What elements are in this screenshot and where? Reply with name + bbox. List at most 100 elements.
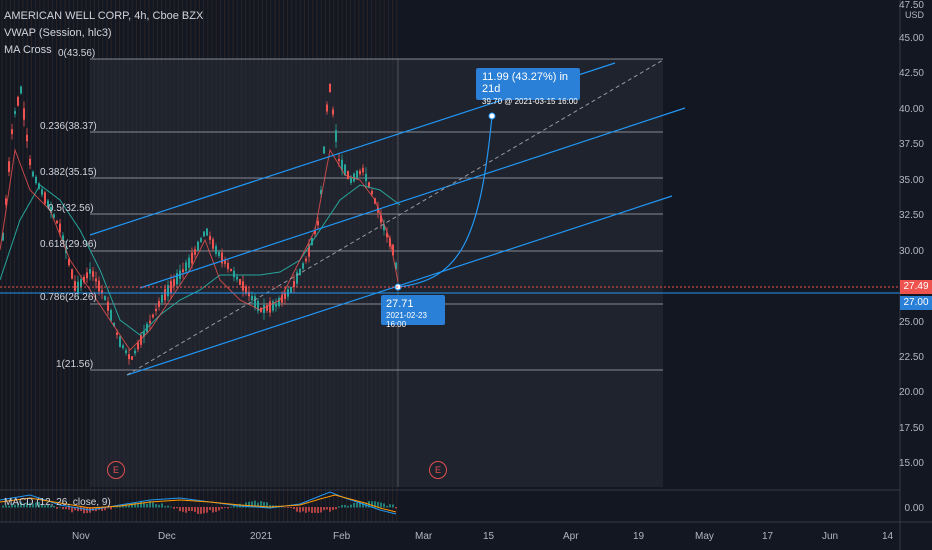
indicator-vwap[interactable]: VWAP (Session, hlc3) <box>4 27 112 39</box>
date-tick-apr: Apr <box>563 531 579 542</box>
candle-body <box>203 231 205 237</box>
candle-body <box>383 224 385 231</box>
candle-body <box>35 176 37 184</box>
price-tick-1750: 17.50 <box>898 423 924 434</box>
candle-body <box>326 104 328 112</box>
candle-body <box>215 246 217 254</box>
indicator-ma-cross[interactable]: MA Cross <box>4 44 52 56</box>
macd-bar <box>305 507 307 513</box>
projection-subline: 39.70 @ 2021-03-15 16:00 <box>482 97 578 106</box>
macd-bar <box>5 505 7 508</box>
candle-body <box>257 300 259 312</box>
macd-bar <box>263 502 265 508</box>
macd-bar <box>203 507 205 514</box>
macd-bar <box>179 507 181 512</box>
macd-bar <box>161 503 163 508</box>
candle-body <box>185 262 187 271</box>
candle-body <box>236 276 238 280</box>
macd-bar <box>143 502 145 508</box>
projection-curve[interactable] <box>397 115 493 288</box>
candle-body <box>344 164 346 176</box>
macd-bar <box>185 507 187 513</box>
macd-bar <box>116 505 118 508</box>
macd-bar <box>17 503 19 508</box>
candle-body <box>122 345 124 348</box>
macd-bar <box>380 502 382 508</box>
candle-body <box>380 215 382 223</box>
candle-body <box>5 198 7 205</box>
indicator-macd[interactable]: MACD (12, 26, close, 9) <box>4 497 111 508</box>
candle-body <box>116 332 118 335</box>
macd-bar <box>341 505 343 508</box>
candle-body <box>290 287 292 293</box>
fib-label-0: 0(43.56) <box>58 48 96 59</box>
macd-bar <box>62 507 64 510</box>
candle-body <box>80 279 82 288</box>
candle-body <box>200 238 202 242</box>
macd-bar <box>377 501 379 508</box>
macd-bar <box>92 507 94 511</box>
candle-body <box>359 170 361 175</box>
candle-body <box>320 189 322 195</box>
macd-bar <box>233 505 235 508</box>
candle-body <box>302 263 304 269</box>
macd-bar <box>290 507 292 509</box>
date-tick-jun: Jun <box>822 531 839 542</box>
candle-body <box>74 281 76 291</box>
candle-body <box>230 268 232 272</box>
macd-bar <box>317 507 319 513</box>
anchor-price: 27.71 <box>386 298 414 310</box>
candle-body <box>386 232 388 238</box>
macd-line <box>0 491 397 515</box>
candle-body <box>323 146 325 154</box>
macd-bar <box>137 503 139 508</box>
candle-body <box>137 342 139 350</box>
candle-body <box>305 258 307 262</box>
macd-bar <box>131 502 133 508</box>
candle-body <box>20 86 22 94</box>
macd-bar <box>227 507 229 509</box>
earnings-marker-nov[interactable]: E <box>107 461 125 479</box>
macd-bar <box>83 507 85 514</box>
macd-bar <box>107 507 109 509</box>
projection-target-point[interactable] <box>488 112 496 120</box>
price-tick-25: 25.00 <box>898 317 924 328</box>
date-tick-nov: Nov <box>72 531 90 542</box>
earnings-marker-mar[interactable]: E <box>429 461 447 479</box>
projection-callout[interactable]: 11.99 (43.27%) in 21d 39.70 @ 2021-03-15… <box>476 68 580 106</box>
macd-bar <box>134 502 136 508</box>
candle-body <box>167 285 169 297</box>
macd-bar <box>20 501 22 508</box>
macd-bar <box>191 507 193 512</box>
macd-bar <box>356 502 358 508</box>
price-tick-3750: 37.50 <box>898 139 924 150</box>
candle-body <box>113 322 115 327</box>
candle-body <box>119 336 121 347</box>
macd-bar <box>257 502 259 508</box>
currency-label[interactable]: USD <box>904 10 924 20</box>
macd-bar <box>344 504 346 508</box>
candle-body <box>101 290 103 294</box>
candle-body <box>83 276 85 282</box>
date-tick-feb: Feb <box>333 531 351 542</box>
symbol-title[interactable]: AMERICAN WELL CORP, 4h, Cboe BZX <box>4 10 204 22</box>
candle-body <box>131 356 133 360</box>
macd-bar <box>248 501 250 508</box>
candle-body <box>53 214 55 218</box>
price-tick-15: 15.00 <box>898 458 924 469</box>
candle-body <box>356 170 358 180</box>
anchor-callout[interactable]: 27.71 2021-02-23 16:00 <box>381 295 445 329</box>
macd-bar <box>44 505 46 508</box>
candle-body <box>134 350 136 354</box>
candle-body <box>314 230 316 235</box>
macd-bar <box>182 507 184 512</box>
projection-headline: 11.99 (43.27%) in 21d <box>482 71 569 95</box>
macd-bar <box>158 504 160 508</box>
fib-retracement-box[interactable] <box>90 59 663 487</box>
macd-bar <box>362 502 364 508</box>
price-tick-30: 30.00 <box>898 246 924 257</box>
candle-body <box>11 129 13 135</box>
current-price-tag: 27.49 <box>900 280 932 294</box>
candle-body <box>155 308 157 312</box>
